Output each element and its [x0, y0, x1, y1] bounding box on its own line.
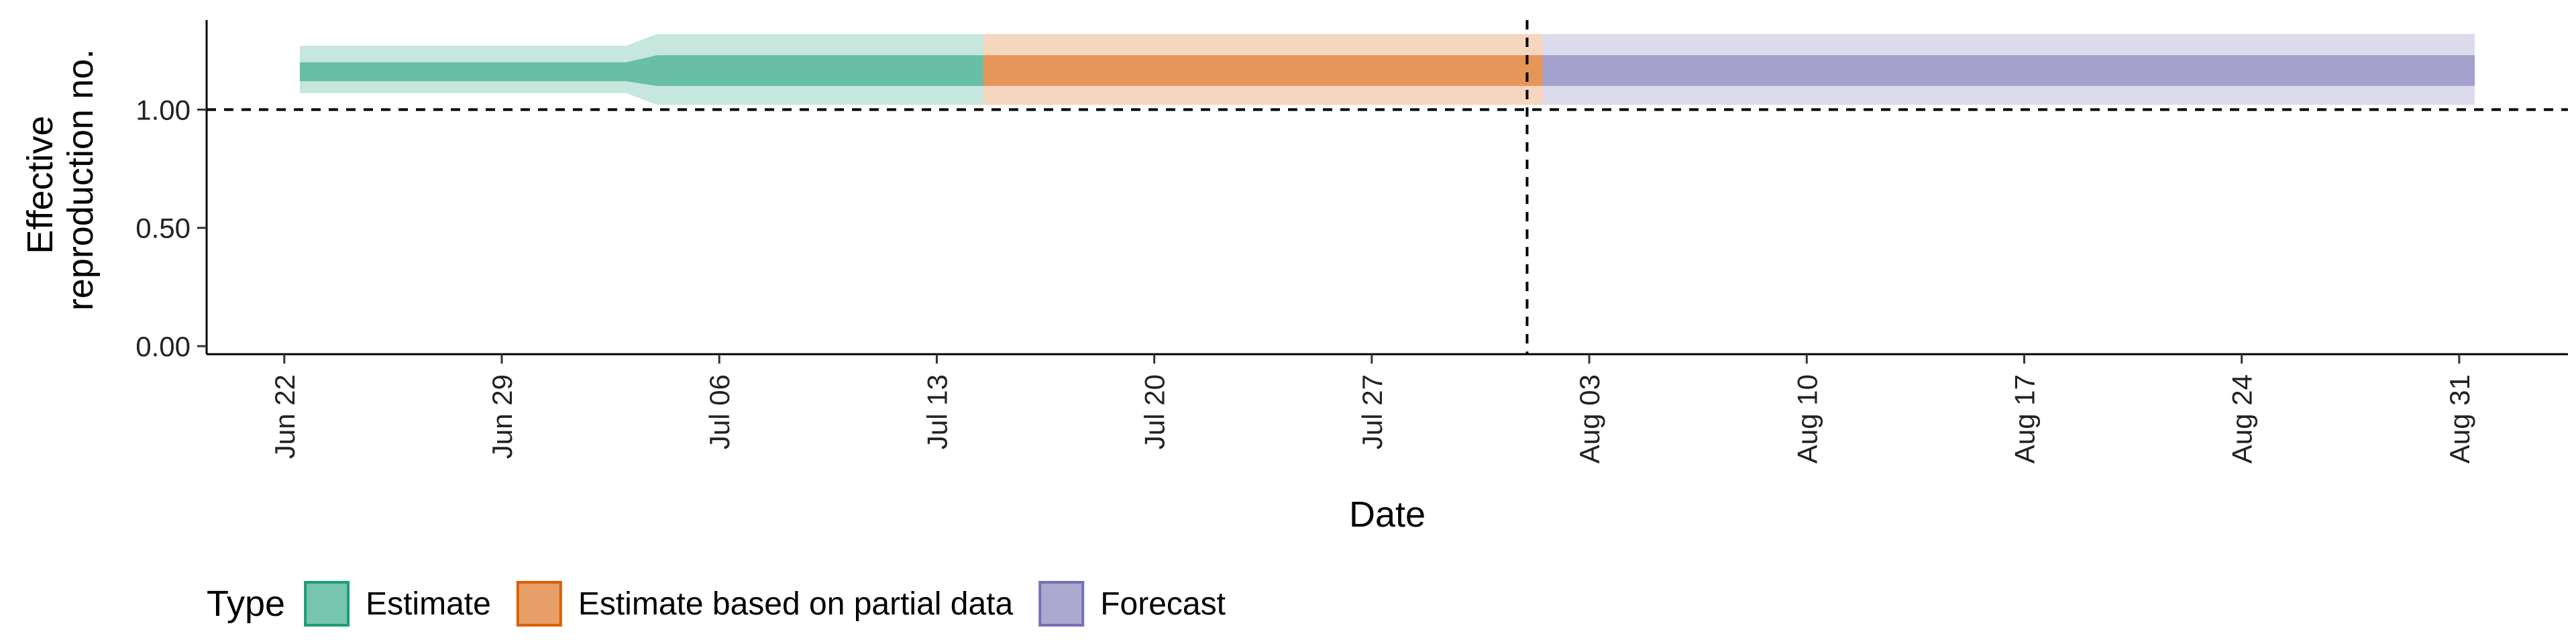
estimate-based-on-partial-data-inner-band	[983, 55, 1543, 87]
x-tick-label: Aug 10	[1791, 374, 1823, 464]
series-bands	[299, 34, 2475, 105]
legend-swatch-estimate-based-on-partial-data	[516, 581, 562, 627]
y-axis-title-line-1: Effective	[20, 115, 60, 254]
x-axis-title: Date	[1349, 494, 1426, 535]
x-tick-label: Jul 06	[704, 374, 735, 449]
y-tick-label: 0.00	[136, 331, 191, 362]
x-tick-label: Aug 31	[2444, 374, 2475, 464]
legend-label-forecast: Forecast	[1100, 586, 1226, 622]
x-tick-label: Aug 17	[2009, 374, 2041, 464]
x-tick-label: Jul 13	[921, 374, 953, 449]
y-tick-label: 1.00	[136, 94, 191, 125]
x-ticks: Jun 22 Jun 29 Jul 06 Jul 13 Jul 20 Jul 27 Aug …	[269, 354, 2475, 464]
x-tick-label: Aug 24	[2226, 374, 2258, 464]
x-tick-label: Jul 20	[1139, 374, 1171, 449]
legend-swatch-forecast	[1038, 581, 1085, 627]
x-tick-label: Aug 03	[1574, 374, 1605, 464]
y-ticks: 0.00 0.50 1.00	[136, 94, 207, 362]
legend-title: Type	[207, 584, 285, 624]
axes	[205, 20, 2568, 356]
y-axis-title: Effective reproduction no.	[20, 49, 101, 311]
legend-swatch-estimate	[304, 581, 350, 627]
reference-lines	[207, 20, 2568, 354]
y-axis-title-line-2: reproduction no.	[60, 49, 101, 311]
legend: Type Estimate Estimate based on partial d…	[207, 581, 1226, 627]
legend-label-estimate: Estimate	[366, 586, 491, 622]
y-tick-label: 0.50	[136, 213, 191, 244]
x-tick-label: Jun 29	[486, 374, 518, 459]
legend-label-estimate-based-on-partial-data: Estimate based on partial data	[578, 586, 1014, 622]
forecast-inner-band	[1542, 55, 2475, 87]
x-tick-label: Jul 27	[1356, 374, 1388, 449]
estimate-inner-band	[299, 55, 983, 87]
x-tick-label: Jun 22	[269, 374, 301, 459]
